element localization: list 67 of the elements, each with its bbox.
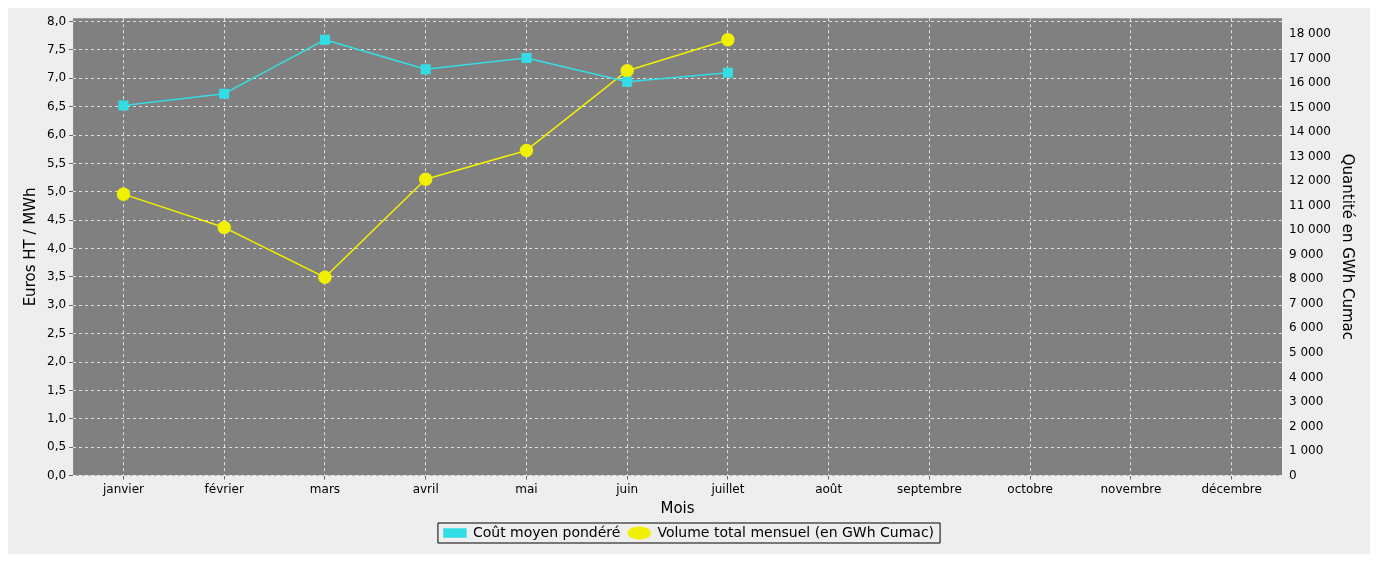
y-tick-label: 5,5 <box>46 155 67 170</box>
x-tick-label: février <box>204 481 244 496</box>
point <box>118 100 129 111</box>
y-axis-title: Euros HT / MWh <box>20 187 39 307</box>
point <box>318 270 332 285</box>
y-tick-label: 2,5 <box>46 325 67 340</box>
point <box>319 34 330 45</box>
y-tick-label: 7,5 <box>46 42 67 57</box>
x-tick-label: juillet <box>710 481 745 496</box>
point <box>721 33 735 47</box>
point <box>521 52 532 63</box>
point <box>620 63 634 78</box>
x-tick-label: octobre <box>1007 481 1053 496</box>
y2-tick-label: 7 000 <box>1289 295 1324 310</box>
x-tick-label: mars <box>309 481 341 496</box>
y2-tick-label: 11 000 <box>1289 197 1332 212</box>
y-tick-label: 3,0 <box>46 297 67 312</box>
y-tick-label: 4,0 <box>46 240 67 255</box>
y-tick-label: 1,0 <box>46 410 67 425</box>
y2-tick-label: 8 000 <box>1289 271 1324 286</box>
point <box>219 88 230 99</box>
point <box>418 172 433 186</box>
x-axis-title: Mois <box>660 498 695 517</box>
point <box>722 67 733 78</box>
x-tick-label: avril <box>412 481 439 496</box>
y2-tick-label: 14 000 <box>1289 124 1332 139</box>
y-tick-label: 8,0 <box>46 13 67 28</box>
y-tick-label: 0,5 <box>46 439 67 454</box>
y2-axis-title: Quantité en GWh Cumac <box>1339 153 1358 341</box>
y2-tick-label: 0 <box>1289 467 1297 482</box>
y2-tick-label: 13 000 <box>1289 148 1332 163</box>
legend-label: Volume total mensuel (en GWh Cumac) <box>657 523 935 540</box>
y-tick-label: 6,5 <box>46 98 67 113</box>
x-tick-label: novembre <box>1100 481 1162 496</box>
x-tick-label: mai <box>515 481 538 496</box>
y-tick-label: 0,0 <box>46 467 67 482</box>
point <box>519 143 534 158</box>
y2-tick-label: 5 000 <box>1289 345 1324 360</box>
y2-tick-label: 3 000 <box>1289 394 1324 409</box>
legend-label: Coût moyen pondéré <box>472 523 621 540</box>
x-tick-label: décembre <box>1201 481 1262 496</box>
point <box>217 220 231 235</box>
y2-tick-label: 15 000 <box>1289 99 1332 114</box>
y2-tick-label: 9 000 <box>1289 246 1324 261</box>
y2-tick-label: 6 000 <box>1289 320 1324 335</box>
x-tick-label: juin <box>615 481 639 496</box>
y2-tick-label: 17 000 <box>1289 50 1332 65</box>
point <box>420 64 431 75</box>
y-tick-label: 5,0 <box>46 183 67 198</box>
y2-tick-label: 16 000 <box>1289 75 1332 90</box>
y2-tick-label: 12 000 <box>1289 173 1332 188</box>
point <box>622 76 633 87</box>
x-tick-label: septembre <box>897 481 962 496</box>
y2-tick-label: 2 000 <box>1289 418 1324 433</box>
y-tick-label: 6,0 <box>46 127 67 142</box>
y-tick-label: 4,5 <box>46 212 67 227</box>
y2-tick-label: 10 000 <box>1289 222 1332 237</box>
y-tick-label: 7,0 <box>46 70 67 85</box>
point <box>116 187 131 201</box>
y2-tick-label: 1 000 <box>1289 443 1324 458</box>
y2-tick-label: 4 000 <box>1289 369 1324 384</box>
x-tick-label: janvier <box>101 481 145 496</box>
y-tick-label: 1,5 <box>46 382 67 397</box>
y2-tick-label: 18 000 <box>1289 26 1332 41</box>
y-tick-label: 3,5 <box>46 269 67 284</box>
x-tick-label: août <box>815 481 843 496</box>
y-tick-label: 2,0 <box>46 354 67 369</box>
